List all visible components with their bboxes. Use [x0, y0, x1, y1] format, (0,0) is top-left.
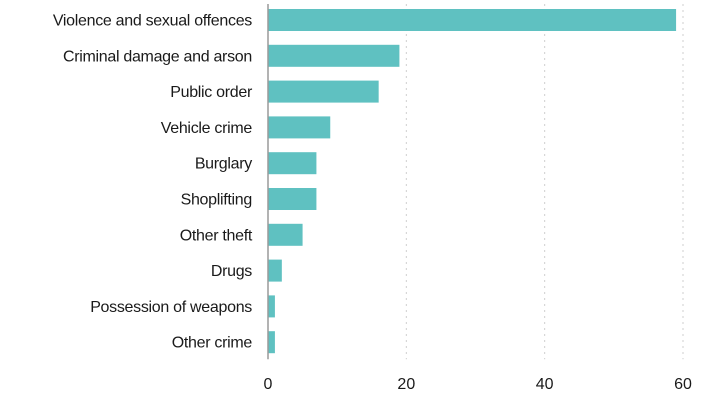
- bar: [268, 9, 677, 31]
- bar: [268, 80, 379, 103]
- category-label: Criminal damage and arson: [63, 48, 252, 65]
- category-label: Other theft: [180, 227, 253, 244]
- bar: [268, 295, 275, 318]
- category-label: Public order: [170, 84, 253, 101]
- bar: [268, 223, 303, 246]
- grid-lines: [405, 4, 684, 360]
- category-label: Drugs: [211, 263, 252, 280]
- x-tick-labels: 0 20 40 60: [264, 376, 692, 393]
- category-label: Vehicle crime: [161, 120, 253, 137]
- category-labels: Violence and sexual offences Criminal dam…: [53, 13, 253, 352]
- bar: [268, 44, 400, 67]
- bar: [268, 331, 275, 354]
- bars: [268, 9, 677, 354]
- bar: [268, 152, 317, 175]
- bar: [268, 259, 282, 282]
- x-tick-label: 20: [397, 376, 415, 393]
- category-label: Other crime: [172, 335, 253, 352]
- x-tick-label: 40: [536, 376, 554, 393]
- bar: [268, 188, 317, 210]
- category-label: Violence and sexual offences: [53, 13, 252, 30]
- x-tick-label: 0: [264, 376, 273, 393]
- x-tick-label: 60: [674, 376, 692, 393]
- bar: [268, 116, 331, 139]
- category-label: Shoplifting: [181, 192, 252, 209]
- category-label: Burglary: [195, 156, 252, 173]
- category-label: Possession of weapons: [90, 299, 252, 316]
